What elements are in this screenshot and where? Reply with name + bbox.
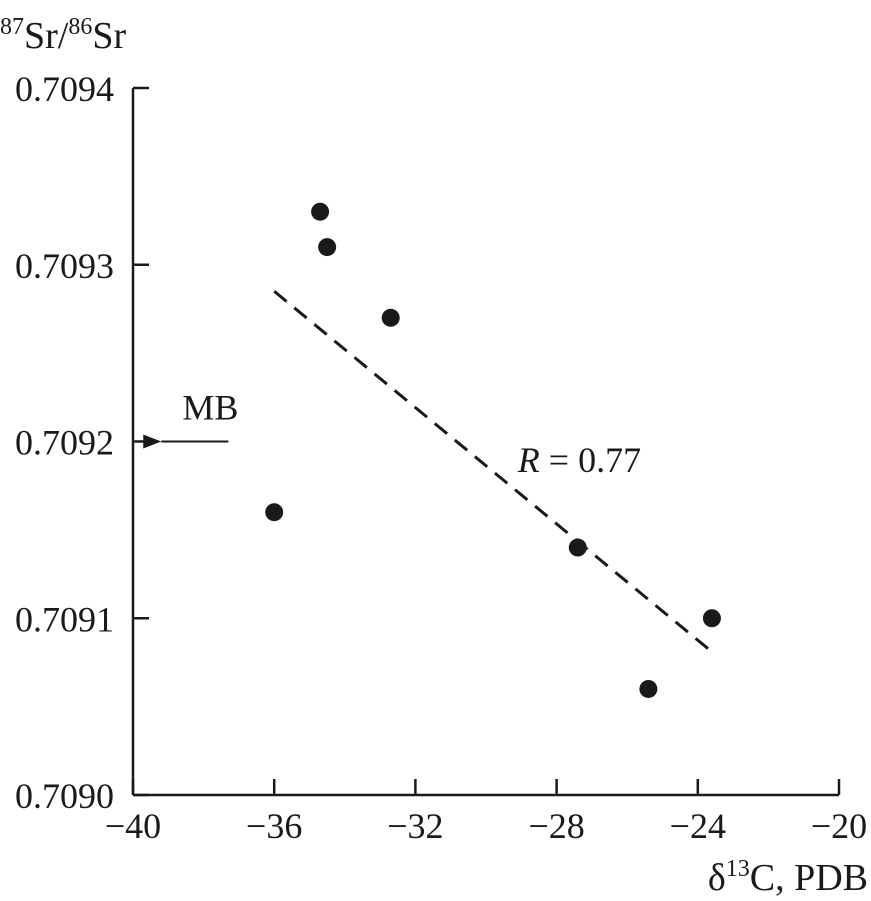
y-tick-label: 0.7091 (15, 599, 114, 639)
data-point (265, 503, 284, 522)
data-point (568, 538, 587, 557)
x-tick-label: −28 (528, 806, 584, 846)
mb-label: MB (182, 388, 238, 428)
x-axis-title-sup: 13 (726, 856, 750, 882)
y-axis-title-sup2: 86 (68, 14, 92, 40)
x-tick-label: −40 (105, 806, 161, 846)
x-axis-title-delta: δ (708, 857, 726, 899)
r-value-rest: = 0.77 (540, 440, 641, 480)
x-axis-title-rest: C, PDB (750, 857, 868, 899)
x-tick-label: −32 (387, 806, 443, 846)
y-ticks: 0.7090 0.7091 0.7092 0.7093 0.7094 (15, 69, 149, 816)
y-axis-title-part1: Sr/ (24, 15, 69, 57)
x-tick-label: −20 (811, 806, 867, 846)
data-point (702, 609, 721, 628)
y-tick-label: 0.7093 (15, 246, 114, 286)
y-axis-title-part2: Sr (92, 15, 126, 57)
x-ticks: −40 −36 −32 −28 −24 −20 (105, 779, 867, 846)
y-tick-label: 0.7090 (15, 776, 114, 816)
y-tick-label: 0.7094 (15, 69, 114, 109)
data-point (381, 308, 400, 327)
x-axis-title: δ13C, PDB (708, 856, 868, 899)
data-point (318, 238, 337, 257)
r-value-label: R = 0.77 (517, 440, 641, 480)
x-tick-label: −24 (670, 806, 726, 846)
trend-line (273, 290, 713, 653)
r-value-italic: R (517, 440, 540, 480)
y-tick-label: 0.7092 (15, 423, 114, 463)
data-point (311, 202, 330, 221)
y-axis-title-sup1: 87 (0, 14, 24, 40)
y-axis-title: 87Sr/86Sr (0, 14, 126, 57)
data-points (265, 202, 721, 698)
data-point (639, 679, 658, 698)
x-tick-label: −36 (246, 806, 302, 846)
